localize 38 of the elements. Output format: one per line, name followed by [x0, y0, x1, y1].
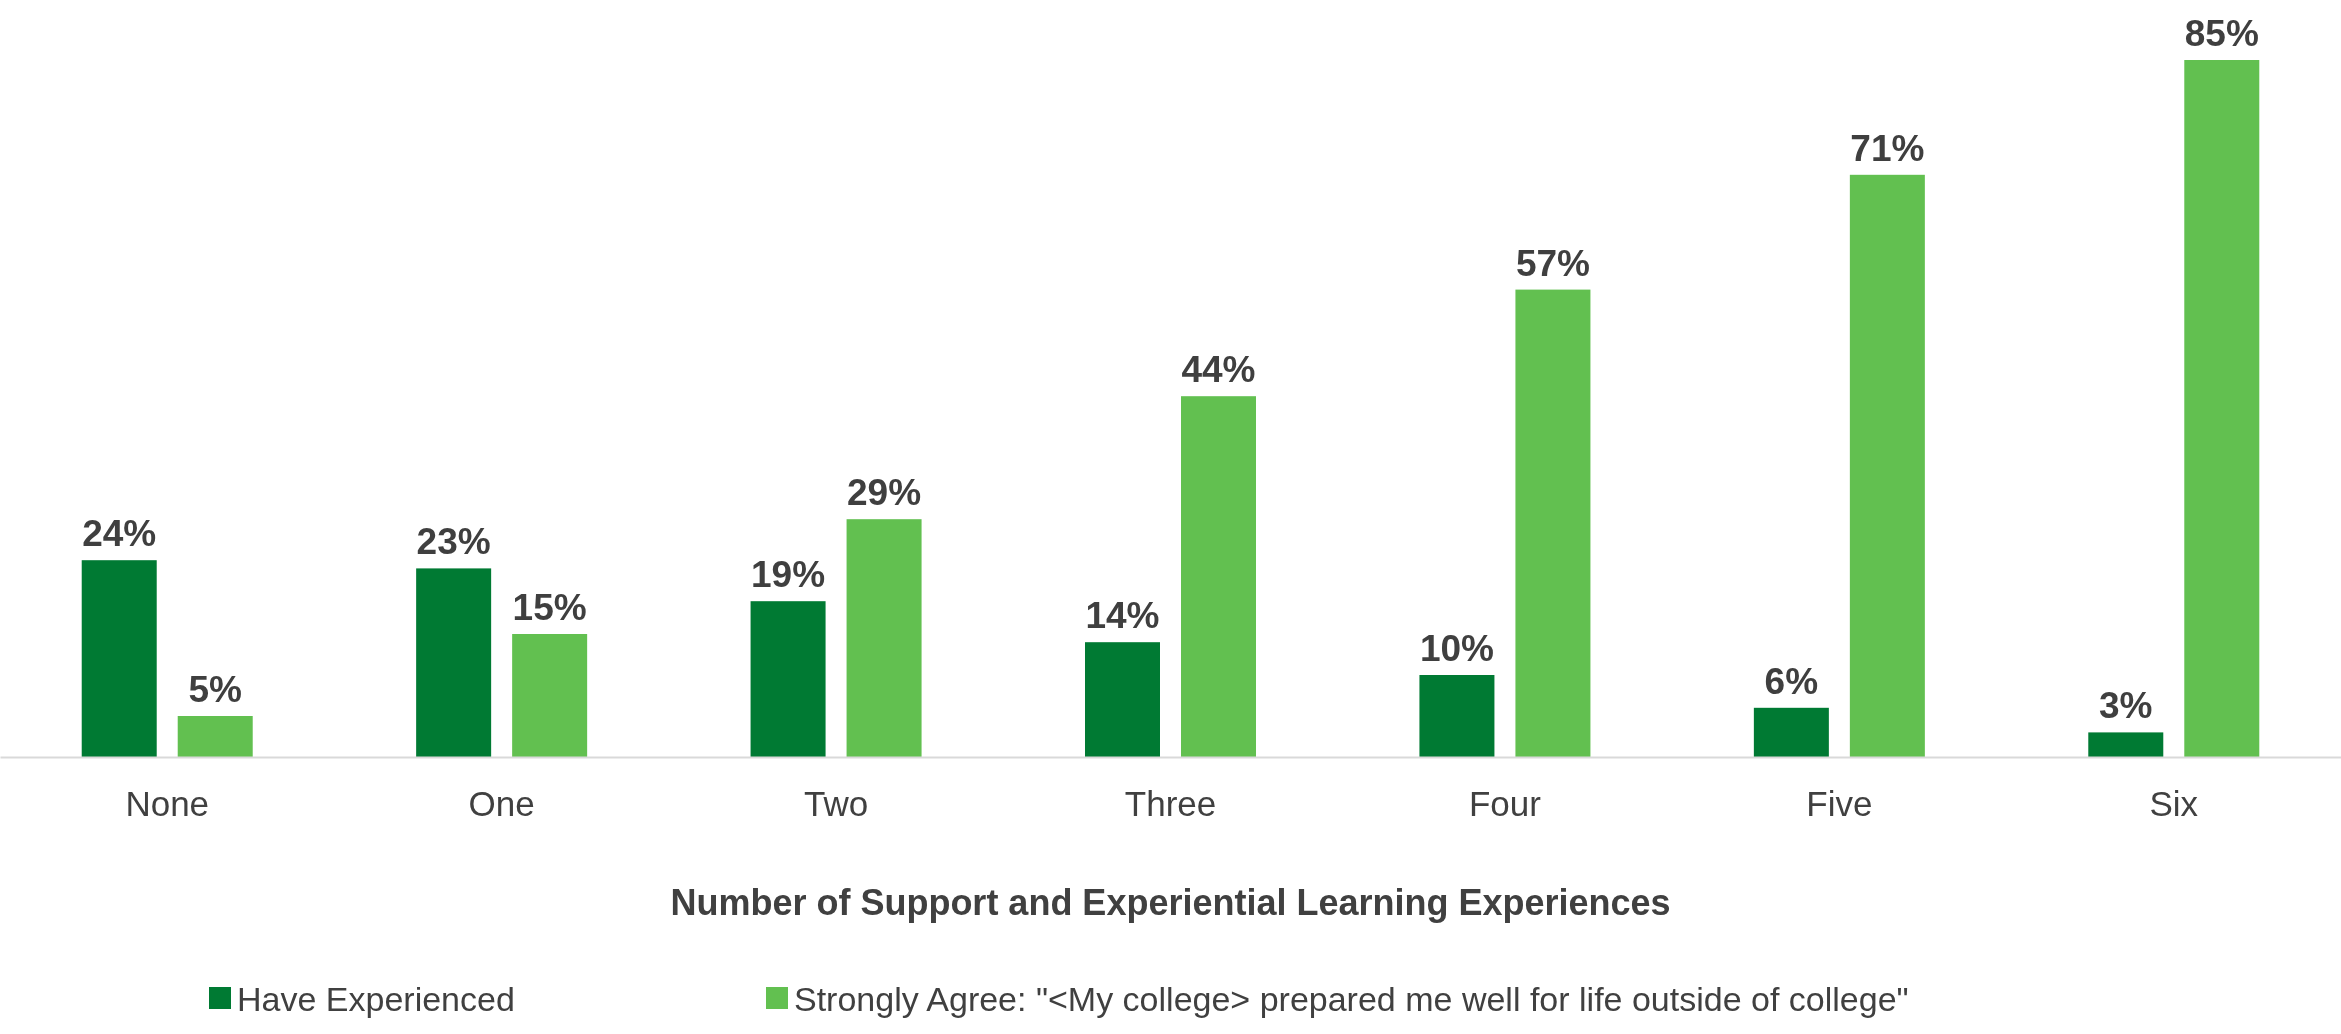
bar [2184, 60, 2260, 757]
data-label: 3% [2099, 685, 2153, 727]
bar [416, 568, 492, 757]
data-label: 15% [512, 587, 587, 628]
bar [1849, 174, 1925, 757]
bar [512, 634, 588, 757]
data-label: 23% [416, 521, 491, 563]
x-tick-label: Two [803, 784, 869, 823]
legend-label: Have Experienced [237, 980, 515, 1018]
data-label: 44% [1181, 349, 1256, 391]
bar [1515, 289, 1591, 757]
data-label: 57% [1515, 242, 1590, 284]
x-tick-label: Five [1806, 784, 1873, 823]
data-label: 71% [1850, 127, 1925, 169]
bar [2088, 732, 2164, 757]
data-label: 6% [1764, 660, 1819, 702]
data-label: 5% [188, 669, 242, 710]
bar [1419, 675, 1495, 757]
bar [1181, 396, 1256, 757]
x-axis-title: Number of Support and Experiential Learning Experiences [670, 882, 1671, 923]
bar [81, 560, 157, 757]
bar [1753, 707, 1829, 757]
data-label: 29% [847, 472, 922, 514]
x-tick-label: Four [1468, 784, 1542, 823]
data-label: 19% [751, 554, 826, 596]
data-label: 85% [2184, 13, 2259, 54]
x-tick-label: Three [1124, 784, 1217, 823]
x-tick-label: Six [2149, 784, 2199, 823]
x-tick-label: One [468, 784, 535, 823]
bar [177, 716, 253, 757]
bar [1085, 642, 1160, 757]
x-tick-label: None [125, 784, 210, 823]
data-label: 24% [82, 513, 157, 555]
bar [846, 519, 922, 757]
legend-label: Strongly Agree: "<My college> prepared me well for life outside of college" [794, 980, 1909, 1018]
data-label: 10% [1419, 628, 1494, 669]
bar [750, 601, 826, 757]
data-label: 14% [1085, 595, 1160, 637]
